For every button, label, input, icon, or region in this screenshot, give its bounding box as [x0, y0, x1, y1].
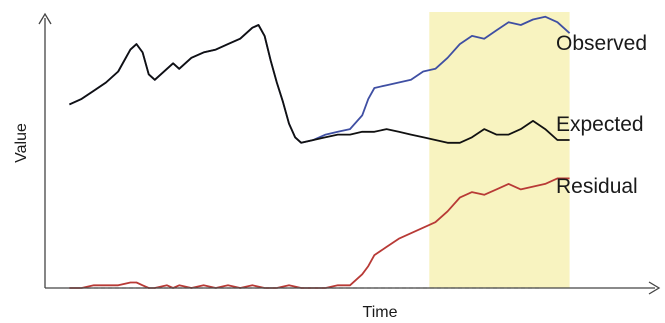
x-axis-arrowhead: [648, 281, 661, 295]
series-label-expected: Expected: [556, 113, 644, 136]
series-line-expected: [69, 24, 570, 144]
x-axis-title: Time: [363, 304, 398, 321]
highlight-band: [429, 12, 570, 288]
y-axis-arrowhead: [38, 12, 52, 25]
y-axis-title: Value: [13, 123, 30, 163]
series-label-observed: Observed: [556, 32, 647, 55]
series-label-residual: Residual: [556, 175, 638, 198]
